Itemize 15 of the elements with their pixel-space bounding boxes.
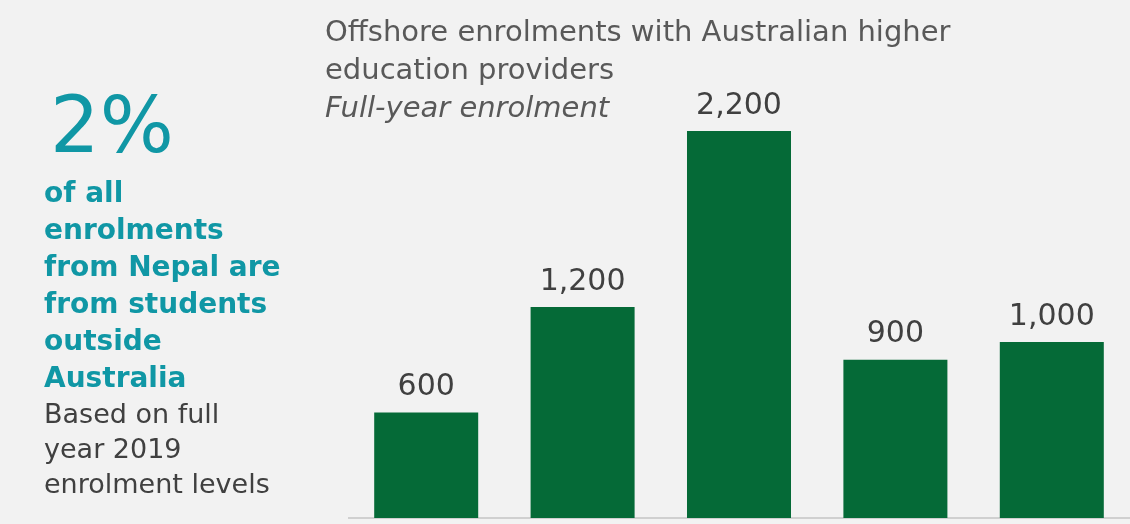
- bar: [530, 306, 635, 518]
- data-label: 2,200: [696, 85, 782, 121]
- bar: [374, 412, 479, 518]
- data-label: 600: [397, 367, 455, 403]
- text: of all enrolments from Nepal are from students outside Australia: [44, 175, 282, 396]
- data-label: 900: [866, 314, 925, 350]
- text: Based on full year 2019 enrolment levels: [44, 397, 271, 501]
- bar: [687, 131, 791, 518]
- text: 2%: [50, 79, 175, 172]
- data-label: 1,000: [1008, 296, 1095, 332]
- data-label: 1,200: [539, 261, 626, 297]
- chart-subtitle: Full-year enrolment: [325, 90, 610, 124]
- bar: [843, 359, 948, 518]
- bar: [999, 342, 1104, 518]
- chart-title: Offshore enrolments with Australian higher education providers: [325, 14, 951, 86]
